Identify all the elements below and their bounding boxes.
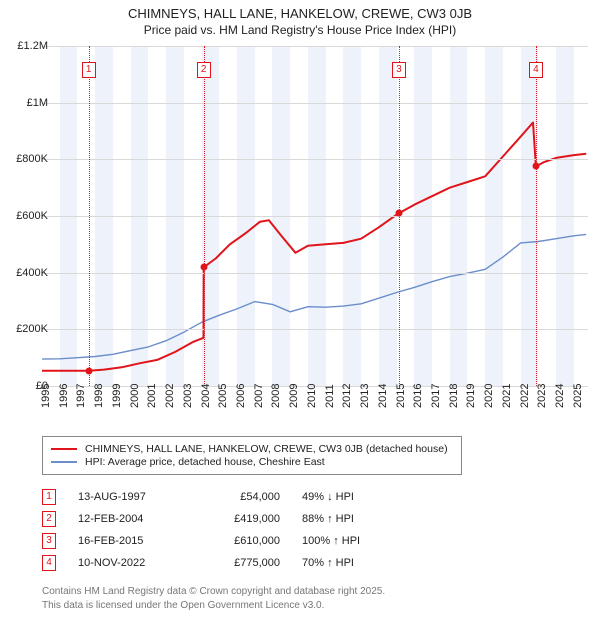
- x-tick-label: 2015: [395, 384, 407, 408]
- event-price: £610,000: [200, 535, 280, 547]
- x-tick-label: 2001: [146, 384, 158, 408]
- legend-row-property: CHIMNEYS, HALL LANE, HANKELOW, CREWE, CW…: [51, 443, 453, 455]
- x-tick-label: 2002: [164, 384, 176, 408]
- x-tick-label: 2021: [501, 384, 513, 408]
- gridline: [42, 216, 588, 217]
- event-dot: [532, 163, 539, 170]
- x-tick-label: 1996: [58, 384, 70, 408]
- y-tick-label: £1M: [27, 97, 48, 109]
- event-dot: [395, 210, 402, 217]
- event-marker-box: 2: [197, 62, 211, 78]
- x-tick-label: 2010: [306, 384, 318, 408]
- event-marker-box: 1: [82, 62, 96, 78]
- legend-row-hpi: HPI: Average price, detached house, Ches…: [51, 456, 453, 468]
- x-tick-label: 2017: [430, 384, 442, 408]
- y-tick-label: £1.2M: [17, 40, 48, 52]
- event-date: 13-AUG-1997: [78, 491, 178, 503]
- event-number-box: 4: [42, 555, 56, 571]
- event-row: 4 10-NOV-2022 £775,000 70% ↑ HPI: [42, 555, 562, 571]
- event-dot: [85, 367, 92, 374]
- event-price: £775,000: [200, 557, 280, 569]
- x-tick-label: 2019: [465, 384, 477, 408]
- event-delta: 70% ↑ HPI: [302, 557, 402, 569]
- event-delta: 88% ↑ HPI: [302, 513, 402, 525]
- x-tick-label: 1997: [75, 384, 87, 408]
- x-tick-label: 2009: [288, 384, 300, 408]
- event-row: 3 16-FEB-2015 £610,000 100% ↑ HPI: [42, 533, 562, 549]
- x-tick-label: 2023: [536, 384, 548, 408]
- x-tick-label: 1999: [111, 384, 123, 408]
- event-marker-line: [89, 46, 90, 386]
- series-hpi: [42, 234, 586, 359]
- title-sub: Price paid vs. HM Land Registry's House …: [0, 23, 600, 37]
- event-date: 10-NOV-2022: [78, 557, 178, 569]
- title-address: CHIMNEYS, HALL LANE, HANKELOW, CREWE, CW…: [0, 6, 600, 21]
- gridline: [42, 329, 588, 330]
- x-tick-label: 2016: [412, 384, 424, 408]
- y-tick-label: £600K: [16, 210, 48, 222]
- x-tick-label: 2014: [377, 384, 389, 408]
- chart-titles: CHIMNEYS, HALL LANE, HANKELOW, CREWE, CW…: [0, 0, 600, 37]
- legend-label-hpi: HPI: Average price, detached house, Ches…: [85, 456, 325, 468]
- event-marker-line: [204, 46, 205, 386]
- event-number-box: 3: [42, 533, 56, 549]
- x-tick-label: 2012: [341, 384, 353, 408]
- event-number-box: 2: [42, 511, 56, 527]
- event-delta: 100% ↑ HPI: [302, 535, 402, 547]
- y-tick-label: £0: [36, 380, 48, 392]
- x-tick-label: 2007: [253, 384, 265, 408]
- event-delta: 49% ↓ HPI: [302, 491, 402, 503]
- event-row: 1 13-AUG-1997 £54,000 49% ↓ HPI: [42, 489, 562, 505]
- event-row: 2 12-FEB-2004 £419,000 88% ↑ HPI: [42, 511, 562, 527]
- legend-swatch-property: [51, 448, 77, 450]
- x-tick-label: 2006: [235, 384, 247, 408]
- x-tick-label: 2022: [519, 384, 531, 408]
- x-tick-label: 2004: [200, 384, 212, 408]
- event-dot: [200, 264, 207, 271]
- x-tick-label: 2018: [448, 384, 460, 408]
- x-tick-label: 2005: [217, 384, 229, 408]
- x-tick-label: 2003: [182, 384, 194, 408]
- plot-area: 1 2 3 4: [42, 46, 588, 386]
- y-tick-label: £400K: [16, 267, 48, 279]
- event-marker-box: 3: [392, 62, 406, 78]
- x-tick-label: 2000: [129, 384, 141, 408]
- gridline: [42, 103, 588, 104]
- x-tick-label: 2008: [270, 384, 282, 408]
- event-price: £54,000: [200, 491, 280, 503]
- events-table: 1 13-AUG-1997 £54,000 49% ↓ HPI 2 12-FEB-2004…: [42, 483, 562, 577]
- event-date: 16-FEB-2015: [78, 535, 178, 547]
- event-number-box: 1: [42, 489, 56, 505]
- x-tick-label: 2020: [483, 384, 495, 408]
- gridline: [42, 273, 588, 274]
- chart-area: 1 2 3 4: [42, 46, 588, 386]
- event-marker-line: [536, 46, 537, 386]
- event-date: 12-FEB-2004: [78, 513, 178, 525]
- x-tick-label: 2024: [554, 384, 566, 408]
- event-marker-box: 4: [529, 62, 543, 78]
- footer-line1: Contains HM Land Registry data © Crown c…: [42, 585, 385, 599]
- x-tick-label: 2025: [572, 384, 584, 408]
- legend-swatch-hpi: [51, 461, 77, 463]
- legend: CHIMNEYS, HALL LANE, HANKELOW, CREWE, CW…: [42, 436, 462, 475]
- footer: Contains HM Land Registry data © Crown c…: [42, 585, 385, 612]
- gridline: [42, 159, 588, 160]
- gridline: [42, 46, 588, 47]
- footer-line2: This data is licensed under the Open Gov…: [42, 599, 385, 613]
- x-tick-label: 2011: [324, 384, 336, 408]
- y-tick-label: £200K: [16, 323, 48, 335]
- event-price: £419,000: [200, 513, 280, 525]
- y-tick-label: £800K: [16, 153, 48, 165]
- x-tick-label: 1998: [93, 384, 105, 408]
- legend-label-property: CHIMNEYS, HALL LANE, HANKELOW, CREWE, CW…: [85, 443, 448, 455]
- x-tick-label: 2013: [359, 384, 371, 408]
